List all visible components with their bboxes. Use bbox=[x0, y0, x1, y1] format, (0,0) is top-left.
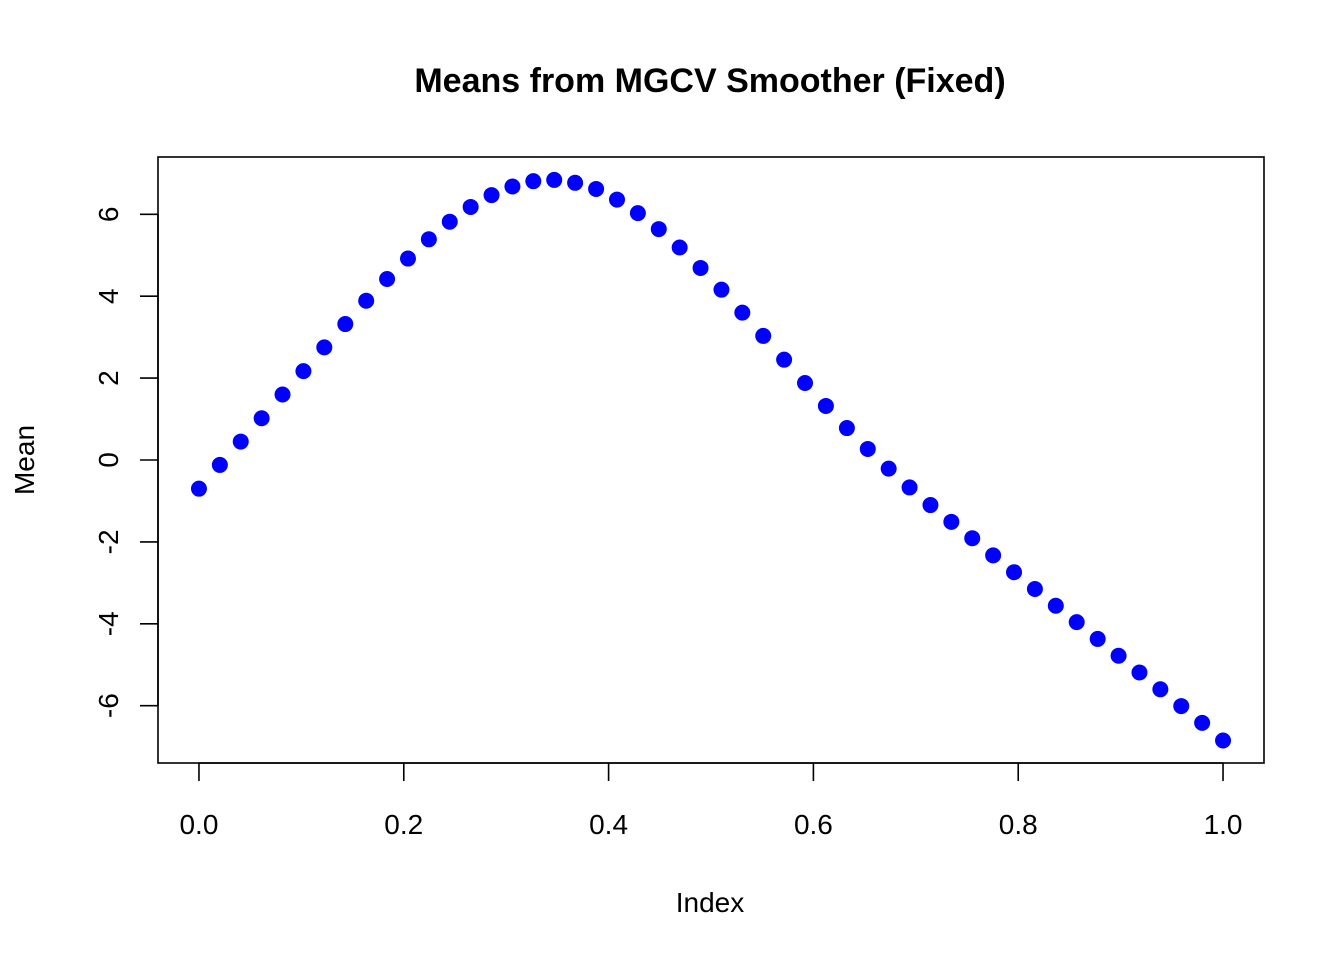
data-point bbox=[880, 460, 897, 477]
data-point bbox=[985, 547, 1002, 564]
x-tick-label: 1.0 bbox=[1204, 809, 1243, 840]
y-tick-label: 4 bbox=[93, 288, 124, 304]
data-points bbox=[190, 171, 1232, 749]
data-point bbox=[295, 363, 312, 380]
data-point bbox=[232, 433, 249, 450]
chart-title: Means from MGCV Smoother (Fixed) bbox=[414, 62, 1005, 100]
data-point bbox=[608, 191, 625, 208]
data-point bbox=[692, 259, 709, 276]
y-axis-label: Mean bbox=[9, 425, 40, 495]
y-tick-label: -2 bbox=[93, 529, 124, 554]
y-tick-label: 2 bbox=[93, 370, 124, 386]
plot-frame bbox=[157, 156, 1265, 764]
x-tick-label: 0.8 bbox=[999, 809, 1038, 840]
y-tick-label: 0 bbox=[93, 452, 124, 468]
data-point bbox=[922, 497, 939, 514]
data-point bbox=[190, 480, 207, 497]
data-point bbox=[901, 479, 918, 496]
data-point bbox=[546, 171, 563, 188]
data-point bbox=[504, 178, 521, 195]
data-point bbox=[1131, 664, 1148, 681]
y-tick-label: -4 bbox=[93, 611, 124, 636]
x-axis: 0.0 0.2 0.4 0.6 0.8 1.0 bbox=[179, 762, 1243, 840]
data-point bbox=[629, 205, 646, 222]
data-point bbox=[1215, 732, 1232, 749]
data-point bbox=[1068, 614, 1085, 631]
data-point bbox=[671, 239, 688, 256]
x-tick-label: 0.2 bbox=[384, 809, 423, 840]
data-point bbox=[253, 410, 270, 427]
data-point bbox=[776, 351, 793, 368]
data-point bbox=[483, 187, 500, 204]
data-point bbox=[1047, 597, 1064, 614]
data-point bbox=[525, 173, 542, 190]
x-tick-label: 0.6 bbox=[794, 809, 833, 840]
data-point bbox=[734, 304, 751, 321]
data-point bbox=[588, 180, 605, 197]
data-point bbox=[1026, 580, 1043, 597]
y-tick-label: -6 bbox=[93, 693, 124, 718]
data-point bbox=[1110, 647, 1127, 664]
x-axis-label: Index bbox=[676, 887, 745, 918]
data-point bbox=[817, 397, 834, 414]
data-point bbox=[316, 339, 333, 356]
data-point bbox=[567, 174, 584, 191]
data-point bbox=[838, 420, 855, 437]
data-point bbox=[797, 375, 814, 392]
data-point bbox=[755, 327, 772, 344]
data-point bbox=[379, 271, 396, 288]
data-point bbox=[441, 213, 458, 230]
data-point bbox=[337, 316, 354, 333]
data-point bbox=[1089, 630, 1106, 647]
data-point bbox=[1152, 681, 1169, 698]
data-point bbox=[274, 386, 291, 403]
data-point bbox=[358, 292, 375, 309]
x-tick-label: 0.0 bbox=[179, 809, 218, 840]
data-point bbox=[964, 530, 981, 547]
data-point bbox=[859, 440, 876, 457]
data-point bbox=[462, 198, 479, 215]
y-tick-label: 6 bbox=[93, 207, 124, 223]
x-tick-label: 0.4 bbox=[589, 809, 628, 840]
data-point bbox=[1194, 714, 1211, 731]
data-point bbox=[943, 513, 960, 530]
data-point bbox=[420, 231, 437, 248]
data-point bbox=[399, 250, 416, 267]
data-point bbox=[650, 221, 667, 238]
data-point bbox=[211, 456, 228, 473]
data-point bbox=[713, 281, 730, 298]
y-axis: -6 -4 -2 0 2 4 6 bbox=[93, 207, 159, 718]
data-point bbox=[1006, 564, 1023, 581]
data-point bbox=[1173, 698, 1190, 715]
